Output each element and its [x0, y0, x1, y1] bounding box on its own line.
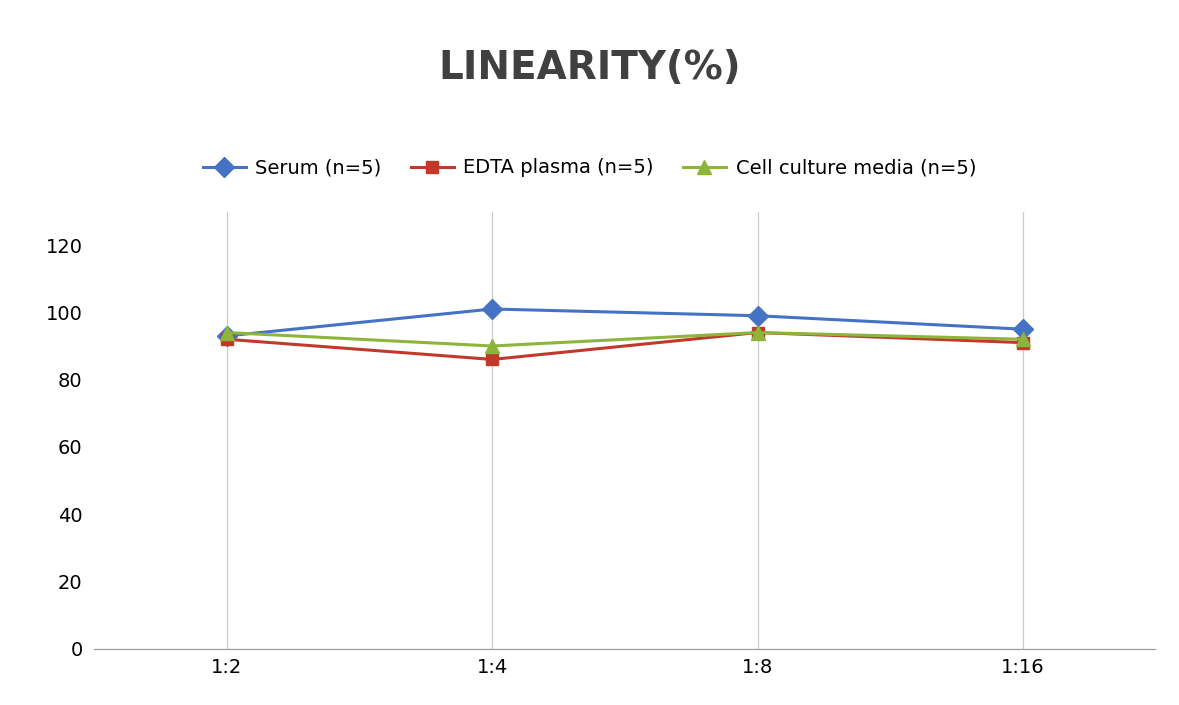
- Serum (n=5): [486, 305, 500, 313]
- Cell culture media (n=5): [486, 342, 500, 350]
- Cell culture media (n=5): [751, 329, 765, 337]
- Serum (n=5): [751, 312, 765, 320]
- Cell culture media (n=5): [220, 329, 235, 337]
- Serum (n=5): [1016, 325, 1030, 333]
- Line: Serum (n=5): Serum (n=5): [220, 302, 1029, 343]
- Cell culture media (n=5): [1016, 335, 1030, 343]
- EDTA plasma (n=5): [751, 329, 765, 337]
- EDTA plasma (n=5): [486, 355, 500, 364]
- Legend: Serum (n=5), EDTA plasma (n=5), Cell culture media (n=5): Serum (n=5), EDTA plasma (n=5), Cell cul…: [196, 151, 983, 185]
- Line: Cell culture media (n=5): Cell culture media (n=5): [220, 326, 1029, 353]
- Serum (n=5): [220, 331, 235, 340]
- EDTA plasma (n=5): [1016, 338, 1030, 347]
- Text: LINEARITY(%): LINEARITY(%): [439, 49, 740, 87]
- EDTA plasma (n=5): [220, 335, 235, 343]
- Line: EDTA plasma (n=5): EDTA plasma (n=5): [220, 326, 1029, 366]
